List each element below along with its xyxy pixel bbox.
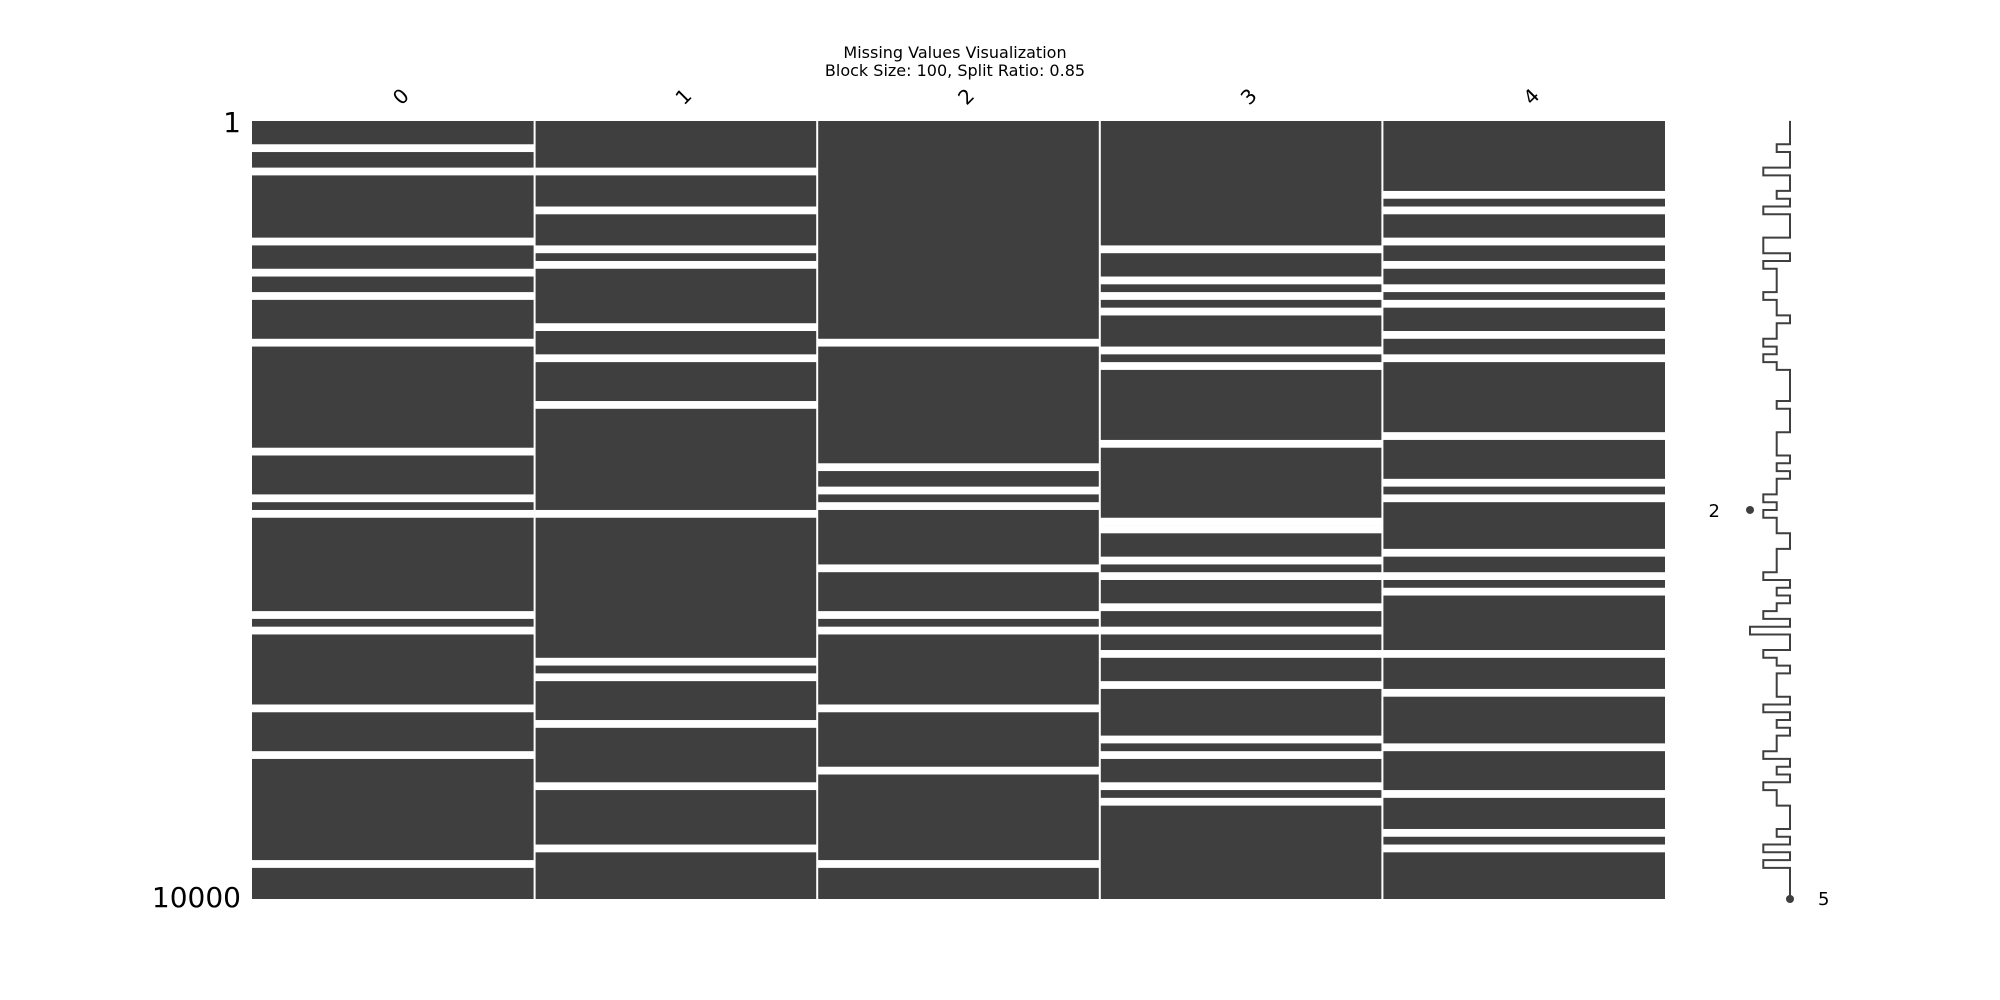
missing-band: [534, 673, 818, 682]
missing-band: [1099, 245, 1383, 254]
missing-band: [817, 704, 1100, 713]
missing-band: [534, 509, 818, 518]
missing-band: [817, 338, 1100, 347]
sparkline-max-marker: [1786, 895, 1794, 903]
column-separators: [533, 121, 1384, 899]
missing-band: [534, 206, 818, 215]
missing-band: [1382, 354, 1665, 363]
missing-band: [1099, 797, 1383, 806]
missing-band: [252, 751, 535, 759]
missing-band: [1382, 299, 1665, 308]
column-label-1: 1: [670, 84, 696, 110]
missing-band: [1099, 276, 1383, 285]
missing-band: [1099, 626, 1383, 635]
chart-subtitle: Block Size: 100, Split Ratio: 0.85: [825, 61, 1085, 80]
missing-band: [1382, 844, 1665, 853]
missing-band: [817, 564, 1100, 573]
missing-band: [1099, 292, 1383, 300]
missing-band: [252, 167, 535, 176]
missing-band: [534, 782, 818, 791]
missing-band: [1099, 572, 1383, 580]
missing-band: [817, 611, 1100, 619]
missing-band: [817, 766, 1100, 775]
missing-band: [534, 354, 818, 363]
missing-band: [1382, 237, 1665, 246]
sparkline: 2 5: [1709, 120, 1829, 910]
missing-band: [252, 144, 535, 153]
missing-band: [534, 720, 818, 728]
missing-band: [1382, 790, 1665, 798]
missing-band: [252, 447, 535, 456]
missing-band: [252, 626, 535, 635]
missing-band: [1382, 260, 1665, 269]
row-label-bottom: 10000: [152, 881, 241, 914]
missing-band: [534, 260, 818, 269]
column-label-0: 0: [388, 84, 414, 110]
missing-band: [252, 494, 535, 503]
missing-band: [1099, 735, 1383, 744]
missing-band: [1099, 307, 1383, 316]
missing-band: [534, 844, 818, 853]
missing-band: [1382, 572, 1665, 580]
missing-band: [817, 486, 1100, 495]
missing-band: [1099, 681, 1383, 689]
missing-band: [817, 463, 1100, 472]
sparkline-min-marker: [1746, 505, 1754, 514]
missing-band: [1382, 478, 1665, 487]
column-2-present: [817, 121, 1100, 899]
missing-band: [1099, 782, 1383, 791]
column-label-3: 3: [1236, 84, 1262, 110]
missing-band: [1382, 743, 1665, 752]
missing-band: [1382, 688, 1665, 697]
column-labels: 0 1 2 3 4: [388, 84, 1544, 110]
missing-band: [252, 704, 535, 713]
missing-band: [1382, 331, 1665, 339]
missing-band: [1382, 587, 1665, 596]
column-4-present: [1382, 121, 1665, 899]
missing-band: [1099, 751, 1383, 759]
column-label-2: 2: [953, 84, 979, 110]
missing-band: [1382, 432, 1665, 440]
missing-band: [1099, 525, 1383, 534]
missing-band: [1099, 517, 1383, 526]
missing-band: [1382, 828, 1665, 837]
missing-band: [252, 338, 535, 347]
missing-band: [1382, 494, 1665, 503]
missing-band: [252, 292, 535, 300]
missing-band: [252, 509, 535, 518]
missing-band: [252, 268, 535, 277]
missing-band: [534, 167, 818, 176]
missing-band: [1382, 206, 1665, 215]
missing-band: [534, 401, 818, 409]
missing-band: [817, 626, 1100, 635]
chart-title: Missing Values Visualization: [843, 43, 1066, 62]
missing-band: [1099, 556, 1383, 565]
missing-band: [1382, 548, 1665, 557]
missing-band: [252, 860, 535, 868]
missing-band: [1099, 346, 1383, 355]
missing-band: [252, 237, 535, 246]
missing-band: [1382, 190, 1665, 199]
missing-matrix: [252, 121, 1665, 899]
sparkline-path: [1749, 120, 1791, 899]
sparkline-min-label: 2: [1709, 501, 1720, 522]
missing-band: [1382, 650, 1665, 658]
sparkline-max-label: 5: [1818, 889, 1829, 910]
missing-band: [1099, 362, 1383, 370]
missing-band: [534, 245, 818, 254]
missing-band: [1099, 603, 1383, 612]
row-label-top: 1: [223, 106, 241, 139]
missing-band: [534, 323, 818, 332]
missing-band: [1382, 284, 1665, 293]
column-label-4: 4: [1518, 84, 1544, 110]
missing-band: [534, 657, 818, 666]
missing-band: [1099, 650, 1383, 658]
missing-band: [1099, 439, 1383, 448]
missing-band: [817, 502, 1100, 510]
missing-band: [252, 611, 535, 619]
missing-band: [817, 860, 1100, 868]
